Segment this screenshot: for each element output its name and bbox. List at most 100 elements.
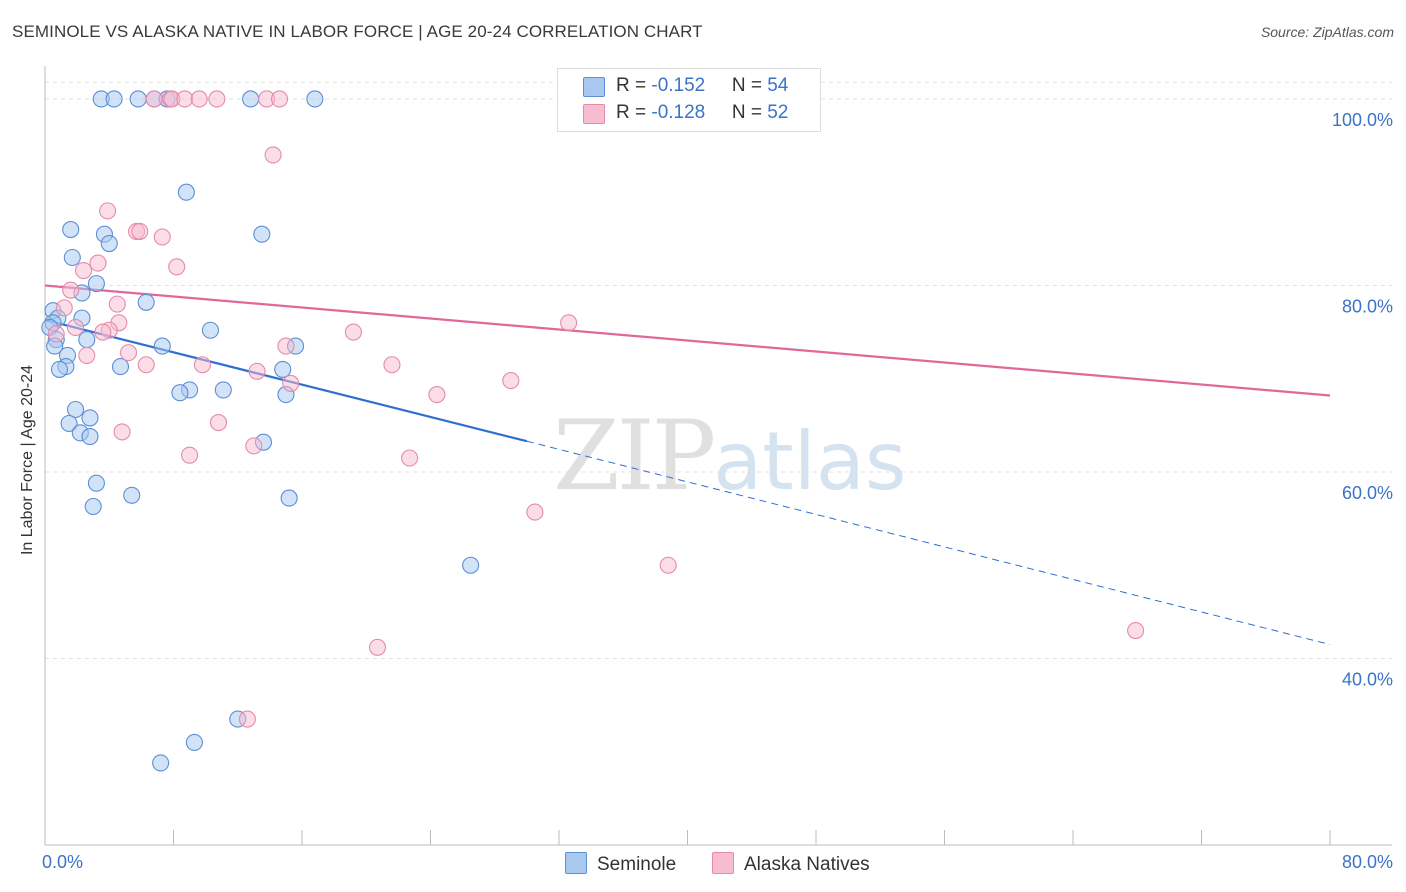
legend-n-label: N = [731, 75, 768, 96]
point-seminole [129, 90, 147, 108]
point-alaska [89, 254, 107, 272]
point-seminole [66, 400, 85, 419]
point-seminole [111, 358, 130, 376]
trend-line-alaska [44, 284, 1331, 397]
trend-layer [44, 284, 1331, 645]
point-alaska [208, 90, 226, 108]
point-alaska [113, 423, 131, 441]
point-alaska [428, 386, 446, 404]
x-tick-label: 0.0% [42, 852, 83, 872]
correlation-legend: R = -0.152 N = 54 R = -0.128 N = 52 [557, 68, 821, 132]
point-alaska [277, 337, 295, 355]
legend-swatch-seminole [583, 77, 605, 97]
point-alaska [502, 372, 520, 390]
point-alaska [181, 446, 199, 464]
y-tick-label: 60.0% [1342, 483, 1393, 503]
point-alaska [108, 295, 126, 313]
watermark-zip: ZIP [553, 400, 716, 512]
trend-line-seminole-extension [526, 440, 1331, 645]
point-seminole [81, 428, 99, 446]
point-alaska [238, 710, 256, 728]
point-alaska [282, 374, 300, 392]
point-seminole [78, 331, 96, 349]
point-alaska [245, 437, 263, 455]
point-alaska [560, 314, 578, 332]
legend-n-value-seminole: 54 [767, 75, 789, 96]
point-seminole [123, 486, 141, 504]
point-seminole [462, 556, 480, 574]
point-seminole [242, 90, 260, 108]
legend-n-value-alaska: 52 [767, 102, 789, 123]
legend-r-label: R = [616, 75, 652, 96]
point-seminole [100, 234, 118, 253]
chart-title: SEMINOLE VS ALASKA NATIVE IN LABOR FORCE… [12, 22, 703, 41]
bottom-legend-swatch-alaska [712, 852, 734, 874]
watermark: ZIPatlas [553, 400, 907, 512]
point-alaska [209, 414, 228, 432]
source-credit: Source: ZipAtlas.com [1260, 24, 1394, 40]
point-seminole [177, 183, 195, 201]
point-seminole [253, 225, 271, 243]
legend-n-label: N = [731, 102, 768, 123]
y-tick-label: 40.0% [1342, 669, 1393, 689]
point-alaska [401, 449, 419, 467]
point-alaska [131, 222, 149, 240]
bottom-legend-alaska: Alaska Natives [712, 852, 870, 876]
point-alaska [168, 258, 186, 276]
point-seminole [137, 293, 155, 311]
y-tick-label: 80.0% [1342, 296, 1393, 316]
point-seminole [81, 409, 99, 427]
point-seminole [214, 381, 232, 399]
point-seminole [50, 360, 69, 378]
point-alaska [153, 228, 171, 246]
point-seminole [306, 90, 324, 108]
bottom-legend-label-seminole: Seminole [597, 854, 677, 875]
point-seminole [280, 489, 298, 507]
points-layer [41, 90, 1145, 772]
point-alaska [99, 202, 117, 220]
point-seminole [185, 733, 203, 751]
point-alaska [94, 323, 112, 341]
tick-label-layer: 40.0% 60.0% 80.0% 100.0% 0.0% 80.0% [42, 110, 1393, 872]
point-alaska [368, 638, 387, 656]
point-seminole [63, 248, 81, 267]
point-seminole [105, 90, 123, 108]
point-alaska [1127, 621, 1145, 640]
legend-r-value-alaska: -0.128 [651, 102, 706, 123]
point-alaska [248, 362, 266, 380]
bottom-legend-swatch-seminole [565, 852, 587, 874]
point-seminole [87, 275, 105, 293]
point-alaska [176, 90, 194, 108]
point-seminole [171, 384, 189, 402]
point-alaska [145, 90, 163, 108]
x-tick-label: 80.0% [1342, 852, 1393, 872]
point-alaska [659, 556, 677, 574]
point-alaska [193, 356, 211, 374]
point-seminole [274, 360, 292, 378]
point-alaska [190, 90, 208, 108]
point-seminole [84, 497, 102, 516]
point-alaska [75, 262, 93, 280]
point-seminole [62, 220, 80, 239]
bottom-legend-label-alaska: Alaska Natives [744, 854, 870, 875]
point-seminole [153, 337, 171, 355]
point-alaska [526, 503, 544, 521]
point-alaska [137, 356, 155, 374]
point-alaska [264, 146, 282, 164]
point-alaska [344, 323, 362, 341]
point-alaska [47, 325, 65, 343]
point-alaska [78, 346, 96, 364]
point-alaska [270, 90, 289, 108]
point-alaska [66, 318, 85, 336]
legend-r-value-seminole: -0.152 [651, 75, 706, 96]
point-alaska [383, 356, 401, 374]
point-seminole [87, 474, 105, 492]
axis-layer [44, 66, 1392, 846]
point-alaska [55, 299, 73, 317]
legend-r-label: R = [616, 102, 652, 123]
point-alaska [119, 344, 138, 362]
point-seminole [201, 321, 219, 339]
point-seminole [60, 414, 78, 433]
bottom-legend-seminole: Seminole [565, 852, 676, 876]
